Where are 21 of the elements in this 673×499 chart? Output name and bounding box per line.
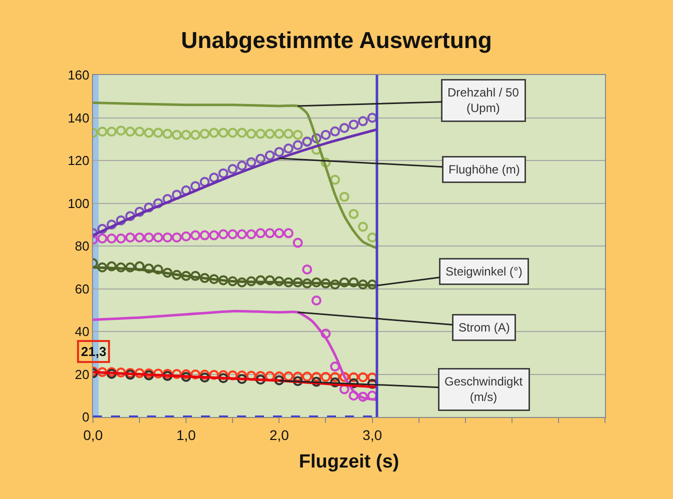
y-tick-label: 140: [68, 110, 90, 126]
annotation: 21,3: [81, 344, 106, 359]
y-tick-label: 60: [74, 281, 90, 296]
y-tick-label: 160: [68, 68, 90, 83]
text: Flughöhe (m): [448, 162, 520, 176]
text: Strom (A): [458, 320, 510, 334]
x-axis-title: Flugzeit (s): [298, 452, 400, 473]
x-tick-label: 1,0: [176, 426, 196, 443]
text: Geschwindigkt (m/s): [444, 374, 524, 404]
y-tick-label: 120: [68, 153, 90, 168]
x-tick-label: 2,0: [269, 426, 290, 443]
y-tick-label: 0: [82, 410, 90, 425]
text: Drehzahl / 50 (Upm): [448, 86, 520, 116]
y-tick-label: 80: [74, 238, 90, 254]
y-tick-label: 40: [74, 324, 90, 340]
text: Steigwinkel (°): [446, 264, 522, 278]
x-tick-label: 0,0: [83, 426, 103, 443]
x-tick-label: 3,0: [362, 426, 382, 443]
y-tick-label: 100: [68, 196, 90, 211]
y-tick-label: 20: [74, 366, 90, 382]
chart-title: Unabgestimmte Auswertung: [181, 26, 492, 53]
